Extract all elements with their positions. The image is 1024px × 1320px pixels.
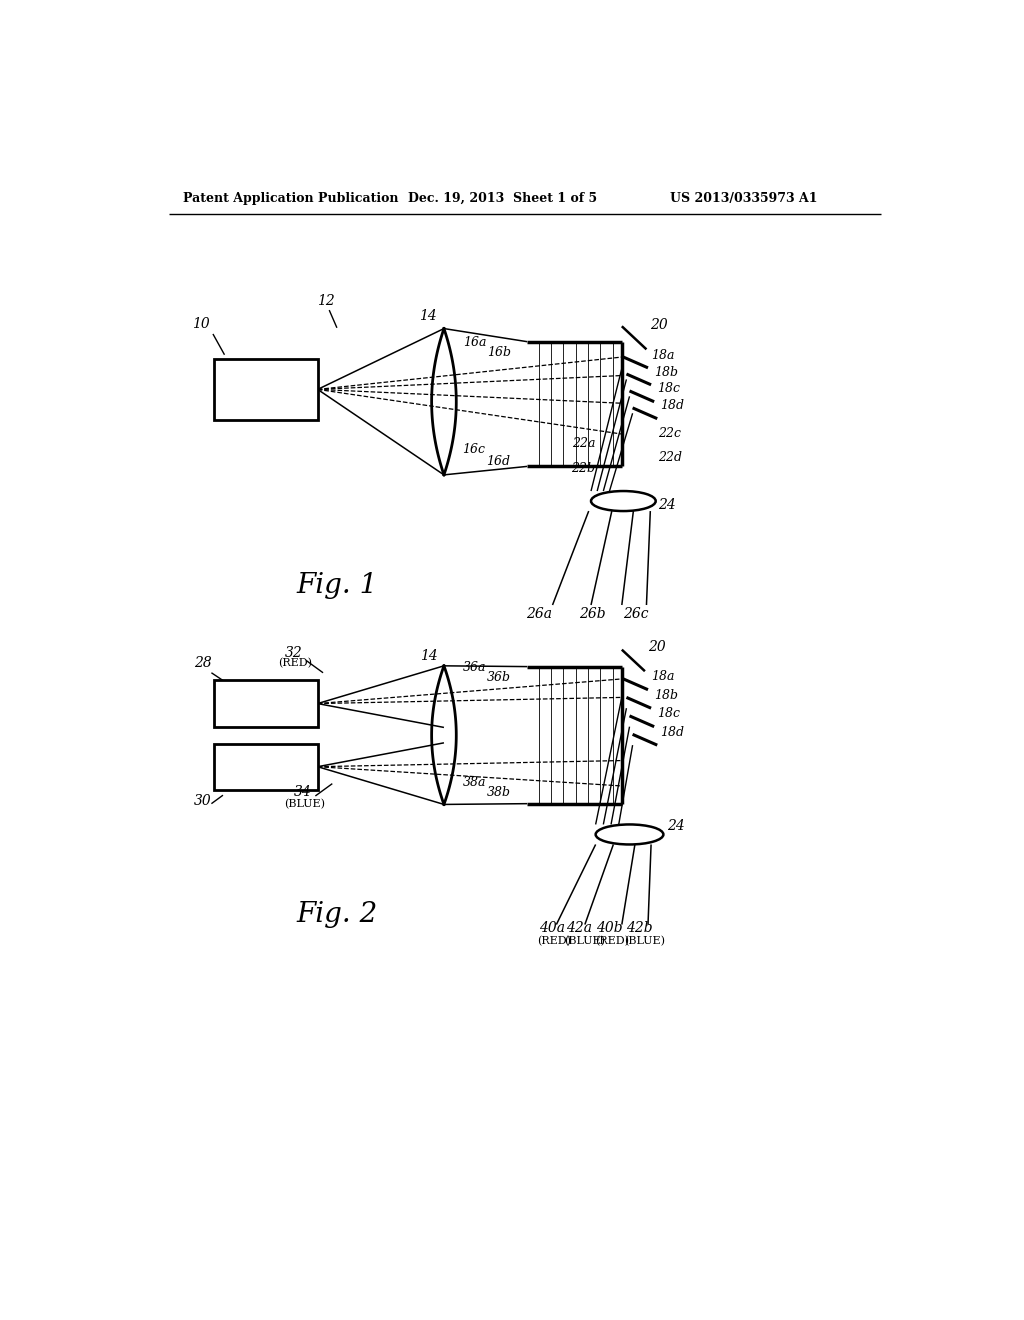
Text: 28: 28 [194,656,211,669]
Text: 22a: 22a [572,437,596,450]
Text: 10: 10 [193,317,210,331]
Text: (RED): (RED) [595,936,629,946]
Text: 30: 30 [194,795,211,808]
Text: 34: 34 [294,785,311,799]
Ellipse shape [596,825,664,845]
Text: US 2013/0335973 A1: US 2013/0335973 A1 [670,191,817,205]
Text: Fig. 2: Fig. 2 [296,902,378,928]
Text: 40a: 40a [539,921,564,936]
Text: 14: 14 [419,309,437,323]
Text: 16a: 16a [463,337,486,350]
Text: 26a: 26a [525,607,552,622]
Text: 18b: 18b [654,689,678,702]
Text: 14: 14 [420,649,438,664]
Text: Fig. 1: Fig. 1 [296,573,378,599]
Text: 18c: 18c [657,708,680,721]
Text: 18a: 18a [651,671,675,684]
Text: 18a: 18a [651,348,675,362]
Text: 32: 32 [285,645,302,660]
Text: (RED): (RED) [279,659,312,669]
Text: Patent Application Publication: Patent Application Publication [183,191,398,205]
Text: 36a: 36a [463,661,486,675]
Text: (RED): (RED) [538,936,571,946]
Text: 36b: 36b [487,672,511,684]
Text: 40b: 40b [596,921,623,936]
Text: 16d: 16d [486,455,510,467]
Text: 38b: 38b [487,785,511,799]
Text: 18d: 18d [660,726,684,739]
Text: 26c: 26c [624,607,649,622]
Text: 16c: 16c [462,444,484,457]
Text: 42b: 42b [626,921,652,936]
Text: 24: 24 [658,498,676,512]
Text: 22b: 22b [571,462,595,475]
Text: 20: 20 [650,318,668,333]
Text: 38a: 38a [463,776,486,789]
Text: 12: 12 [316,294,335,308]
Bar [214,681,317,726]
Text: Dec. 19, 2013  Sheet 1 of 5: Dec. 19, 2013 Sheet 1 of 5 [408,191,597,205]
Text: 16b: 16b [487,346,511,359]
Text: (BLUE): (BLUE) [564,936,605,946]
Text: 24: 24 [668,818,685,833]
Text: 18c: 18c [657,383,680,396]
Text: 22d: 22d [658,451,682,465]
Ellipse shape [591,491,655,511]
Text: 18b: 18b [654,366,678,379]
Text: 26b: 26b [580,607,606,622]
Text: 22c: 22c [658,428,681,440]
Text: (BLUE): (BLUE) [285,799,326,809]
Text: 18d: 18d [660,400,684,412]
Text: 42a: 42a [565,921,592,936]
Bar [214,743,317,789]
Text: 20: 20 [648,640,666,655]
Bar [214,359,317,420]
Text: (BLUE): (BLUE) [625,936,666,946]
